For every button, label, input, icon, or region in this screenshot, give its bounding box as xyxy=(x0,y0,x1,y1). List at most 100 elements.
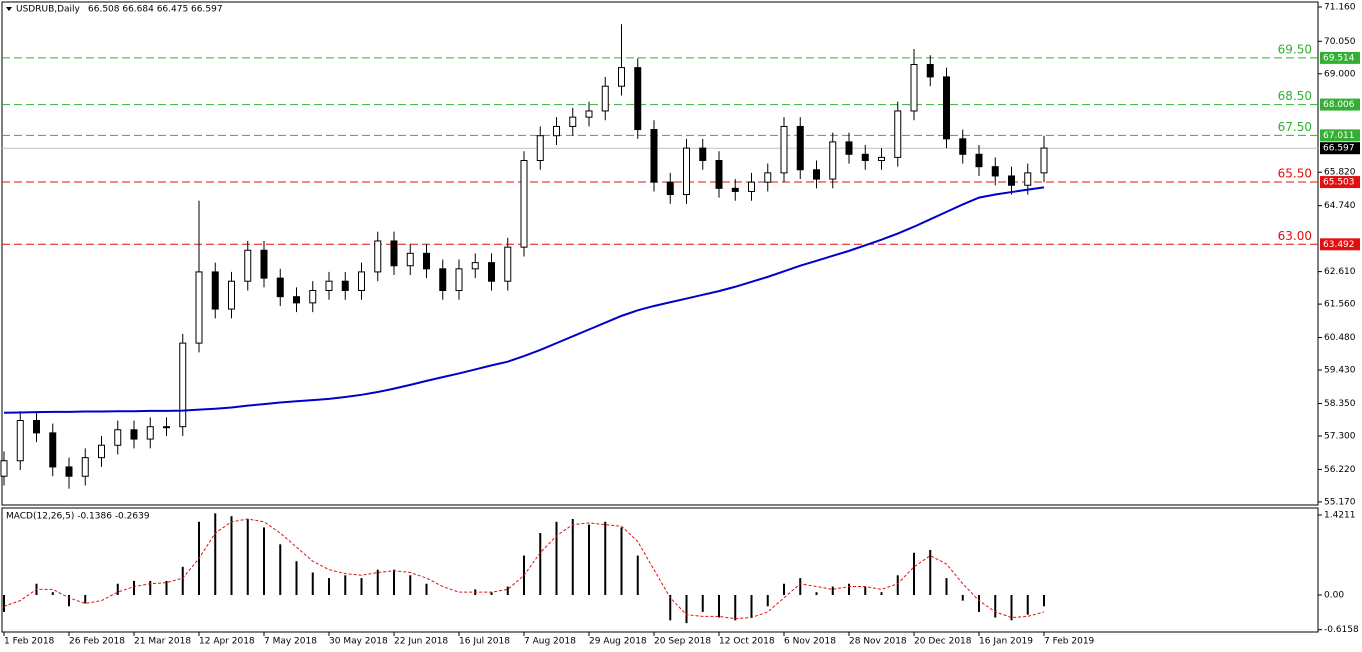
candle-body xyxy=(520,159,528,248)
x-tick-label: 22 Jun 2018 xyxy=(394,637,448,647)
candle-body xyxy=(98,444,105,459)
candle-body xyxy=(991,166,999,177)
price-box xyxy=(1320,129,1360,142)
x-tick-label: 7 Feb 2019 xyxy=(1044,637,1095,647)
price-box xyxy=(1320,98,1360,111)
candle-body xyxy=(504,246,512,282)
candle-body xyxy=(959,138,967,155)
candle-body xyxy=(715,159,723,189)
candle-body xyxy=(553,125,560,137)
candle-body xyxy=(683,147,690,196)
candle-body xyxy=(358,271,365,291)
candle-body xyxy=(423,252,430,270)
x-tick-label: 28 Nov 2018 xyxy=(849,637,907,647)
candle-body xyxy=(861,153,869,161)
candle-body xyxy=(894,110,902,158)
last-price-box xyxy=(1320,142,1360,155)
candle-body xyxy=(406,252,414,267)
y-tick-label: 59.430 xyxy=(1324,366,1356,376)
candle-body xyxy=(228,280,235,310)
macd-title: MACD(12,26,5) -0.1386 -0.2639 xyxy=(6,512,150,522)
candle-body xyxy=(179,342,187,428)
level-label: 67.50 xyxy=(1278,120,1312,134)
candle-body xyxy=(276,277,284,298)
level-label: 69.50 xyxy=(1278,42,1312,56)
level-label: 63.00 xyxy=(1278,229,1312,243)
candle-body xyxy=(114,429,122,446)
price-box-label: 65.503 xyxy=(1323,178,1355,188)
candle-body xyxy=(536,135,544,161)
y-tick-label: 61.560 xyxy=(1324,300,1356,310)
x-tick-label: 20 Dec 2018 xyxy=(914,637,972,647)
price-box-label: 68.006 xyxy=(1323,100,1355,110)
y-tick-label: 71.160 xyxy=(1324,2,1356,12)
candle-body xyxy=(780,125,788,174)
x-tick-label: 7 May 2018 xyxy=(264,637,317,647)
candle-body xyxy=(455,268,463,291)
price-box xyxy=(1320,51,1360,64)
x-tick-label: 20 Sep 2018 xyxy=(654,637,711,647)
y-tick-label: 69.000 xyxy=(1324,69,1356,79)
candle-body xyxy=(65,466,73,477)
moving-average xyxy=(3,186,1045,414)
collapse-icon[interactable] xyxy=(6,7,12,11)
candle-body xyxy=(130,429,138,440)
price-box xyxy=(1320,176,1360,189)
candle-body xyxy=(1024,172,1032,186)
candle-body xyxy=(293,296,300,304)
x-tick-label: 16 Jan 2019 xyxy=(979,637,1033,647)
candle-body xyxy=(374,240,382,273)
macd-panel xyxy=(1,507,1319,633)
x-tick-label: 7 Aug 2018 xyxy=(524,637,576,647)
candle-body xyxy=(618,67,625,87)
price-box xyxy=(1320,238,1360,251)
candle-body xyxy=(0,460,8,477)
candle-body xyxy=(666,181,674,196)
y-tick-label: 55.170 xyxy=(1324,497,1356,507)
candle-body xyxy=(878,156,885,161)
x-tick-label: 16 Jul 2018 xyxy=(459,637,510,647)
x-tick-label: 26 Feb 2018 xyxy=(69,637,125,647)
candle-body xyxy=(1040,147,1048,174)
candle-body xyxy=(146,426,154,440)
x-tick-label: 12 Oct 2018 xyxy=(719,637,775,647)
x-tick-label: 21 Mar 2018 xyxy=(134,637,191,647)
candle-body xyxy=(195,271,203,344)
price-box-label: 69.514 xyxy=(1323,53,1355,63)
candle-body xyxy=(211,271,219,310)
chart-title: USDRUB,Daily xyxy=(16,5,81,15)
level-label: 68.50 xyxy=(1278,89,1312,103)
candle-body xyxy=(943,76,950,140)
candle-body xyxy=(796,125,804,171)
x-tick-label: 30 May 2018 xyxy=(329,637,388,647)
candle-body xyxy=(163,426,170,429)
y-tick-label: 58.350 xyxy=(1324,399,1356,409)
macd-signal xyxy=(3,518,1045,620)
candle-body xyxy=(585,110,593,118)
macd-y-tick-label: 0.00 xyxy=(1324,591,1344,601)
candle-body xyxy=(748,181,755,192)
candle-body xyxy=(910,64,918,112)
candle-body xyxy=(845,141,853,155)
y-tick-label: 57.300 xyxy=(1324,431,1356,441)
candle-body xyxy=(390,240,398,267)
candle-body xyxy=(601,85,609,112)
candle-body xyxy=(260,249,268,279)
candle-body xyxy=(813,169,820,180)
main-panel xyxy=(1,1,1319,506)
candle-body xyxy=(49,432,57,468)
candle-body xyxy=(634,67,642,131)
candle-body xyxy=(569,116,577,127)
candle-body xyxy=(309,289,317,304)
candle-body xyxy=(975,153,983,168)
candle-body xyxy=(244,249,252,282)
x-tick-label: 6 Nov 2018 xyxy=(784,637,836,647)
x-tick-label: 1 Feb 2018 xyxy=(4,637,55,647)
last-price-label: 66.597 xyxy=(1323,144,1355,154)
y-tick-label: 65.820 xyxy=(1324,168,1356,178)
macd-y-tick-label: 1.4211 xyxy=(1324,510,1356,520)
price-box-label: 63.492 xyxy=(1323,240,1355,250)
candle-body xyxy=(439,268,447,291)
candle-body xyxy=(829,141,837,180)
candle-body xyxy=(764,172,772,183)
